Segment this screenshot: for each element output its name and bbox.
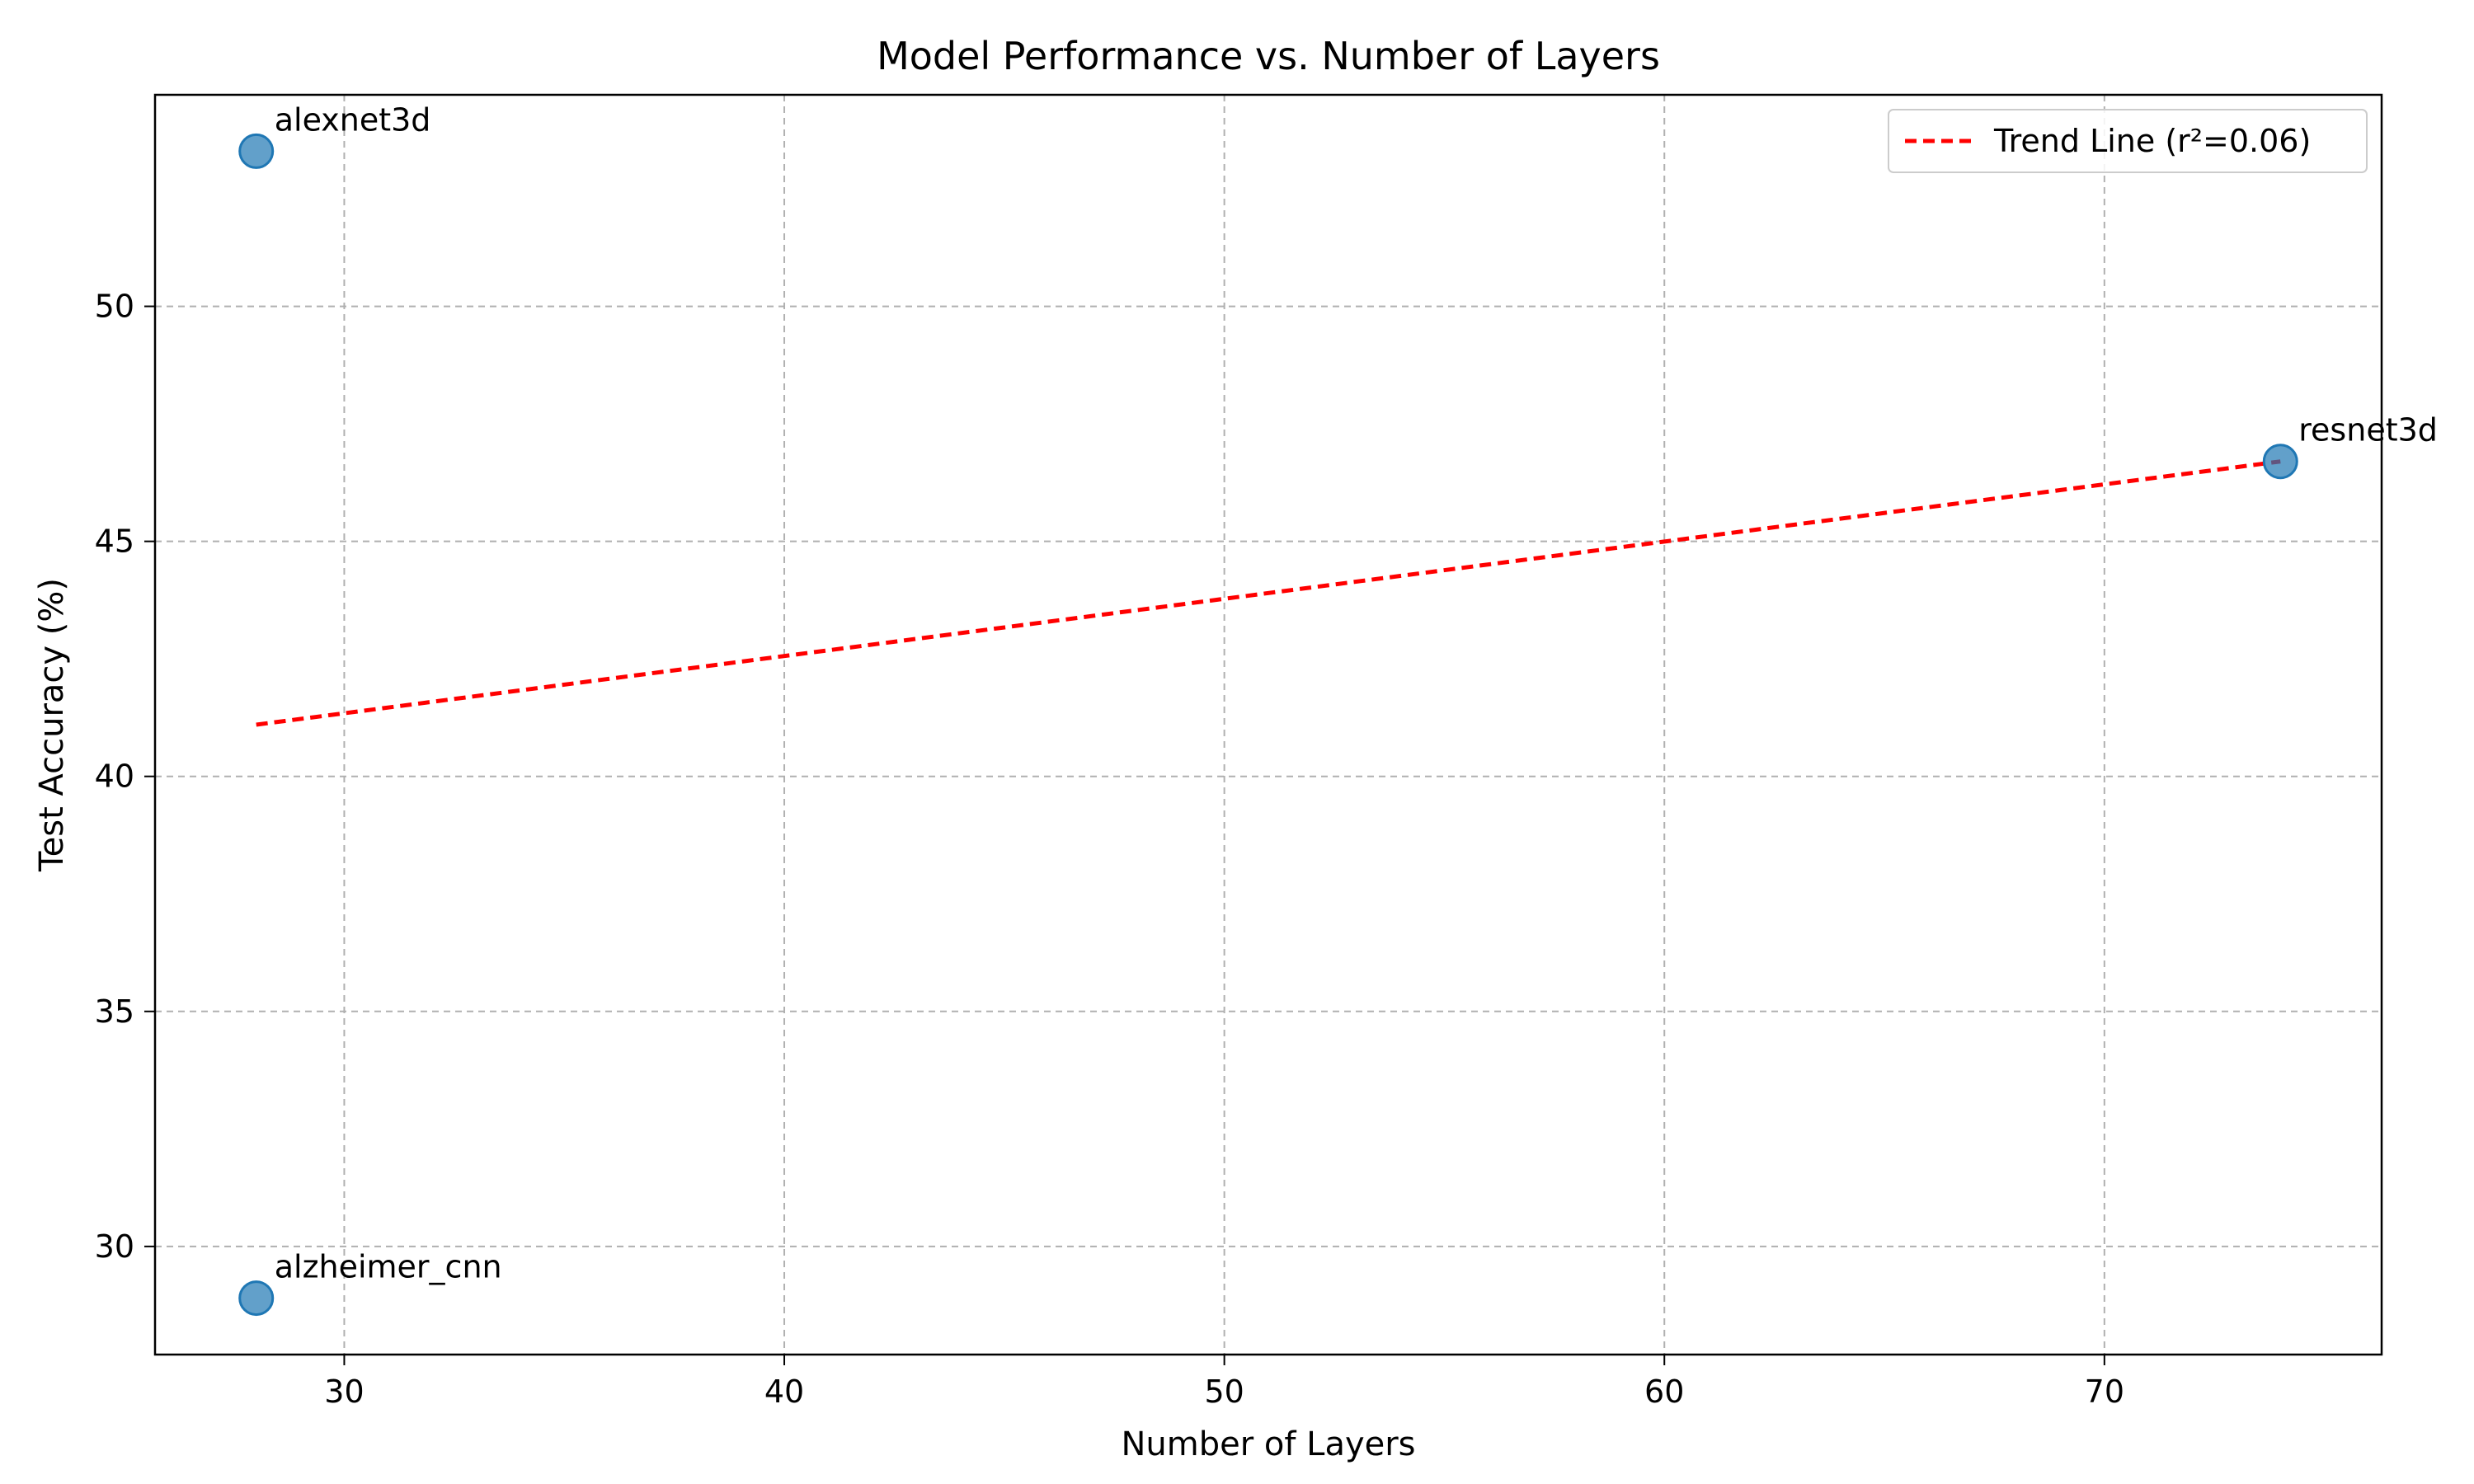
legend-box bbox=[1888, 109, 2368, 173]
scatter-point-alzheimer_cnn bbox=[238, 1280, 275, 1317]
scatter-point-resnet3d bbox=[2262, 444, 2298, 480]
trend-line-group bbox=[256, 459, 2281, 727]
x-tick-label: 60 bbox=[1644, 1374, 1684, 1410]
x-tick-label: 50 bbox=[1204, 1374, 1244, 1410]
y-tick-label: 30 bbox=[95, 1228, 134, 1265]
trend-line bbox=[256, 459, 2281, 727]
x-axis-label: Number of Layers bbox=[1121, 1425, 1415, 1463]
y-axis-ticks: 30 35 40 45 50 bbox=[95, 289, 155, 1265]
legend-label-trend-line: Trend Line (r²=0.06) bbox=[1993, 123, 2311, 159]
y-tick-label: 45 bbox=[95, 524, 134, 560]
chart-title: Model Performance vs. Number of Layers bbox=[877, 34, 1660, 78]
grid-lines bbox=[155, 95, 2382, 1355]
data-points: alexnet3d resnet3d alzheimer_cnn bbox=[238, 101, 2438, 1317]
y-axis-label: Test Accuracy (%) bbox=[33, 578, 71, 872]
point-label-alzheimer_cnn: alzheimer_cnn bbox=[275, 1249, 502, 1285]
x-axis-ticks: 30 40 50 60 70 bbox=[324, 1355, 2124, 1410]
x-tick-label: 40 bbox=[764, 1374, 804, 1410]
scatter-point-alexnet3d bbox=[238, 133, 275, 169]
plot-frame bbox=[153, 93, 2383, 1356]
legend: Trend Line (r²=0.06) bbox=[1888, 109, 2368, 173]
y-tick-label: 35 bbox=[95, 993, 134, 1030]
y-tick-label: 50 bbox=[95, 289, 134, 325]
y-tick-label: 40 bbox=[95, 758, 134, 795]
x-tick-label: 30 bbox=[324, 1374, 364, 1410]
point-label-resnet3d: resnet3d bbox=[2298, 412, 2438, 448]
point-label-alexnet3d: alexnet3d bbox=[275, 101, 431, 138]
x-tick-label: 70 bbox=[2085, 1374, 2124, 1410]
